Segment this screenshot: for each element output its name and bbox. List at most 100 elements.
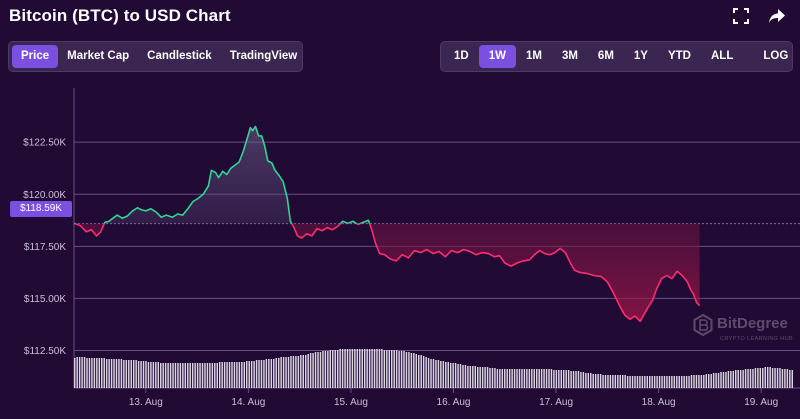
volume-bar [368,349,371,388]
volume-bar [103,358,105,388]
volume-bar [218,362,221,388]
volume-bar [597,374,599,388]
volume-bar [764,367,766,388]
volume-bar [273,359,275,388]
range-1m[interactable]: 1M [525,50,542,62]
fullscreen-icon[interactable] [732,7,750,25]
volume-bar [749,369,752,388]
volume-bar [179,363,182,388]
tab-tradingview[interactable]: TradingView [229,50,298,62]
volume-bar [543,369,545,388]
volume-bar [319,352,322,388]
volume-bar [479,367,481,388]
volume-bar [393,350,395,388]
range-3m[interactable]: 3M [561,50,578,62]
volume-bar [332,350,334,388]
volume-bar [351,349,354,388]
volume-bar [580,372,582,388]
volume-bar [499,369,501,388]
range-1w[interactable]: 1W [478,45,516,68]
volume-bar [312,353,314,388]
volume-bar [710,374,712,388]
range-all[interactable]: ALL [710,50,734,62]
volume-bar [472,366,474,388]
volume-bar [521,369,523,388]
volume-bar [410,353,413,388]
volume-bar [302,355,304,388]
volume-bar [334,350,336,388]
volume-bar [371,349,373,388]
volume-bar [550,369,553,388]
volume-bar [464,365,467,388]
volume-bar [590,373,592,388]
tab-price[interactable]: Price [12,45,59,68]
volume-bar [356,349,359,388]
volume-bar [531,369,533,388]
volume-bar [671,376,673,388]
volume-bar [280,357,282,388]
range-1d[interactable]: 1D [454,50,469,62]
volume-bar [78,357,81,388]
price-lines [73,125,701,323]
volume-bar [631,376,634,388]
volume-bar [653,376,656,388]
volume-bar [494,368,496,388]
volume-bar [644,376,646,388]
volume-bar [634,376,636,388]
volume-bar [236,362,238,388]
volume-bar [744,369,747,388]
volume-bar [459,364,462,388]
volume-bar [157,362,160,388]
volume-bar [732,371,735,388]
volume-bar [135,360,137,388]
volume-bar [304,355,307,388]
volume-bar [162,363,164,388]
volume-bar [678,376,680,388]
volume-bar [688,376,690,388]
volume-bar [553,370,555,388]
volume-bar [238,362,241,388]
range-6m[interactable]: 6M [597,50,614,62]
volume-bar [486,367,489,388]
volume-bar [250,361,253,388]
volume-bar [314,352,317,388]
volume-bar [336,350,339,388]
volume-bar [538,369,540,388]
axis-labels: $122.50K $120.00K $117.50K $115.00K $112.50K… [23,138,778,408]
volume-bar [199,363,201,388]
range-1y[interactable]: 1Y [633,50,648,62]
volume-bar [363,349,366,388]
range-ytd[interactable]: YTD [667,50,691,62]
volume-bar [381,349,383,388]
volume-bar [445,362,447,388]
volume-bar [309,353,312,388]
volume-bar [184,363,187,388]
volume-bar [722,372,725,388]
tab-market-cap[interactable]: Market Cap [67,50,130,62]
volume-bar [673,376,676,388]
volume-bar [533,369,535,388]
volume-bar [614,375,617,388]
volume-bar [140,361,142,388]
volume-bar [86,358,88,388]
tab-candlestick[interactable]: Candlestick [147,50,212,62]
volume-bar [585,373,587,388]
volume-bar [467,366,469,388]
volume-bar [115,359,118,388]
volume-bar [196,363,199,388]
volume-bar [275,358,277,388]
x-tick-label: 15. Aug [334,397,368,408]
volume-bar [346,349,349,388]
log-scale-toggle[interactable]: LOG [763,50,789,62]
volume-bars [74,349,793,388]
volume-bar [425,357,427,388]
share-icon[interactable] [768,7,786,25]
volume-bar [440,361,442,388]
volume-bar [449,363,452,388]
area-below-reference [74,223,700,322]
volume-bar [462,365,464,388]
bitdegree-logo-icon [693,313,713,337]
volume-bar [523,369,526,388]
volume-bar [263,360,265,388]
volume-bar [91,358,93,388]
